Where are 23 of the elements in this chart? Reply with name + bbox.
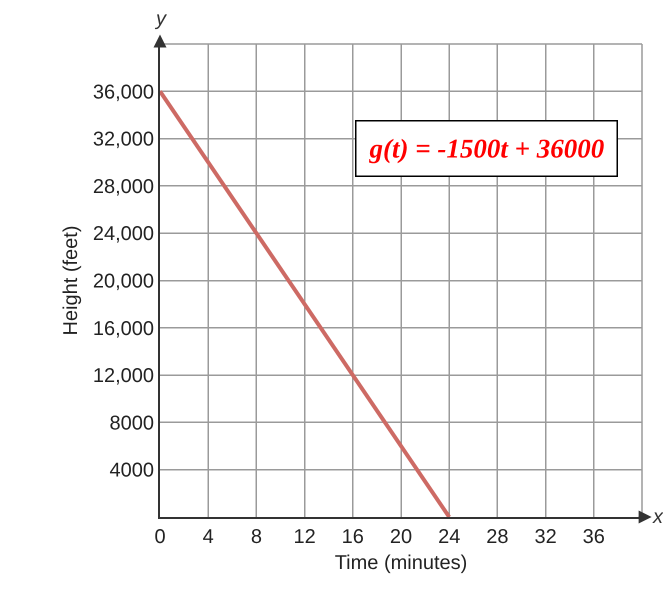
x-tick-label: 36: [582, 526, 605, 548]
y-tick-label: 36,000: [92, 81, 154, 104]
y-tick-label: 28,000: [92, 176, 154, 198]
y-tick-label: 32,000: [92, 128, 154, 151]
x-tick-label: 4: [202, 526, 214, 548]
y-tick-label: 16,000: [92, 318, 154, 340]
x-tick-label: 16: [342, 526, 364, 548]
annotation: g(t) = -1500t + 36000: [368, 134, 605, 164]
y-tick-label: 20,000: [92, 270, 154, 292]
x-tick-label: 12: [293, 526, 316, 548]
x-tick-label: 0: [154, 526, 166, 548]
x-axis-title: Time (minutes): [334, 552, 468, 574]
x-tick-label: 24: [438, 526, 460, 548]
x-tick-label: 32: [534, 526, 557, 548]
y-tick-label: 24,000: [92, 223, 154, 246]
y-tick-label: 12,000: [92, 365, 154, 388]
y-tick-label: 8000: [110, 412, 154, 434]
x-tick-label: 28: [486, 526, 509, 548]
x-tick-label: 20: [390, 526, 412, 548]
text: y: [154, 8, 167, 30]
x-tick-label: 8: [250, 526, 262, 548]
y-tick-label: 4000: [110, 460, 154, 482]
y-axis-title: Height (feet): [60, 225, 82, 336]
